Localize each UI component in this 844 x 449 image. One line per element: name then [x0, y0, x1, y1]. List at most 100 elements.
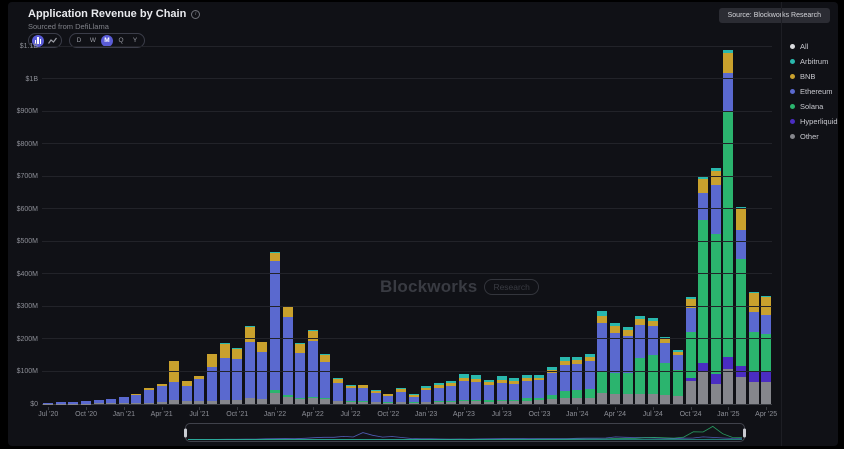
segment-solana: [358, 401, 369, 403]
bar-jun23[interactable]: [483, 47, 496, 404]
bar-jul20[interactable]: [42, 47, 55, 404]
bar-aug22[interactable]: [357, 47, 370, 404]
bar-may21[interactable]: [168, 47, 181, 404]
bar-feb23[interactable]: [432, 47, 445, 404]
line-chart-toggle-button[interactable]: [46, 35, 58, 47]
bar-jul21[interactable]: [193, 47, 206, 404]
y-axis-label: $300M: [16, 303, 38, 311]
bar-jun24[interactable]: [634, 47, 647, 404]
segment-bnb: [207, 354, 218, 367]
bar-oct24[interactable]: [684, 47, 697, 404]
bar-jun21[interactable]: [181, 47, 194, 404]
bar-feb25[interactable]: [735, 47, 748, 404]
bar-may23[interactable]: [470, 47, 483, 404]
bar-nov21[interactable]: [244, 47, 257, 404]
legend-item-arbitrum[interactable]: Arbitrum: [790, 57, 838, 66]
legend-item-ethereum[interactable]: Ethereum: [790, 87, 838, 96]
bar-sep23[interactable]: [521, 47, 534, 404]
interval-d-button[interactable]: D: [76, 37, 82, 44]
info-icon[interactable]: i: [191, 9, 201, 19]
bar-may22[interactable]: [319, 47, 332, 404]
bar-dec24[interactable]: [709, 47, 722, 404]
bar-oct21[interactable]: [231, 47, 244, 404]
gridline: [42, 175, 772, 177]
bar-mar21[interactable]: [143, 47, 156, 404]
bar-jan21[interactable]: [118, 47, 131, 404]
bar-chart-toggle-button[interactable]: [32, 34, 44, 47]
legend-item-other[interactable]: Other: [790, 132, 838, 141]
bar-oct20[interactable]: [80, 47, 93, 404]
bar-oct23[interactable]: [533, 47, 546, 404]
bar-mar24[interactable]: [596, 47, 609, 404]
segment-solana: [471, 400, 482, 402]
bar-jul22[interactable]: [344, 47, 357, 404]
bar-dec22[interactable]: [407, 47, 420, 404]
bar-oct22[interactable]: [382, 47, 395, 404]
legend-item-hyperliquid[interactable]: Hyperliquid: [790, 117, 838, 126]
bar-apr25[interactable]: [760, 47, 773, 404]
interval-m-button[interactable]: M: [101, 34, 113, 47]
source-button[interactable]: Source: Blockworks Research: [718, 8, 830, 23]
bar-apr22[interactable]: [306, 47, 319, 404]
bar-dec23[interactable]: [558, 47, 571, 404]
bar-aug23[interactable]: [508, 47, 521, 404]
bar-dec20[interactable]: [105, 47, 118, 404]
bar-apr21[interactable]: [155, 47, 168, 404]
legend-item-all[interactable]: All: [790, 42, 838, 51]
bar-aug24[interactable]: [659, 47, 672, 404]
y-axis-label: $0: [30, 401, 38, 408]
bar-nov23[interactable]: [546, 47, 559, 404]
segment-ethereum: [106, 399, 117, 404]
legend-item-solana[interactable]: Solana: [790, 102, 838, 111]
bar-sep22[interactable]: [369, 47, 382, 404]
segment-other: [421, 402, 432, 404]
bar-jul24[interactable]: [647, 47, 660, 404]
brush-handle-left[interactable]: [184, 428, 187, 437]
bar-nov24[interactable]: [697, 47, 710, 404]
bar-sep20[interactable]: [67, 47, 80, 404]
bar-apr24[interactable]: [609, 47, 622, 404]
bar-feb21[interactable]: [130, 47, 143, 404]
segment-ethereum: [635, 324, 646, 359]
bar-nov22[interactable]: [395, 47, 408, 404]
bar-jul23[interactable]: [495, 47, 508, 404]
segment-solana: [433, 401, 444, 403]
bar-dec21[interactable]: [256, 47, 269, 404]
bar-may24[interactable]: [621, 47, 634, 404]
x-axis-label: Jul '20: [38, 411, 59, 418]
bar-aug20[interactable]: [55, 47, 68, 404]
interval-q-button[interactable]: Q: [118, 37, 124, 44]
bar-jan23[interactable]: [420, 47, 433, 404]
timeline-brush[interactable]: [184, 423, 746, 442]
segment-hyperliquid: [710, 374, 721, 384]
segment-arbitrum: [496, 376, 507, 380]
bar-apr23[interactable]: [458, 47, 471, 404]
bar-jan24[interactable]: [571, 47, 584, 404]
segment-other: [307, 398, 318, 404]
bar-mar25[interactable]: [747, 47, 760, 404]
segment-bnb: [295, 343, 306, 353]
bar-jan22[interactable]: [269, 47, 282, 404]
brush-handle-right[interactable]: [743, 428, 746, 437]
bar-sep21[interactable]: [218, 47, 231, 404]
bar-jan25[interactable]: [722, 47, 735, 404]
bar-feb24[interactable]: [584, 47, 597, 404]
bar-mar22[interactable]: [294, 47, 307, 404]
interval-y-button[interactable]: Y: [132, 37, 138, 44]
gridline: [42, 78, 772, 80]
bar-nov20[interactable]: [92, 47, 105, 404]
x-tick: [123, 407, 125, 410]
bar-feb22[interactable]: [281, 47, 294, 404]
bar-aug21[interactable]: [206, 47, 219, 404]
legend-dot: [790, 104, 795, 109]
bar-jun22[interactable]: [332, 47, 345, 404]
bar-sep24[interactable]: [672, 47, 685, 404]
segment-solana: [660, 362, 671, 396]
interval-w-button[interactable]: W: [89, 37, 97, 44]
legend-item-bnb[interactable]: BNB: [790, 72, 838, 81]
segment-other: [118, 403, 129, 404]
bar-chart-icon: [34, 37, 42, 44]
bar-mar23[interactable]: [445, 47, 458, 404]
segment-bnb: [622, 330, 633, 336]
